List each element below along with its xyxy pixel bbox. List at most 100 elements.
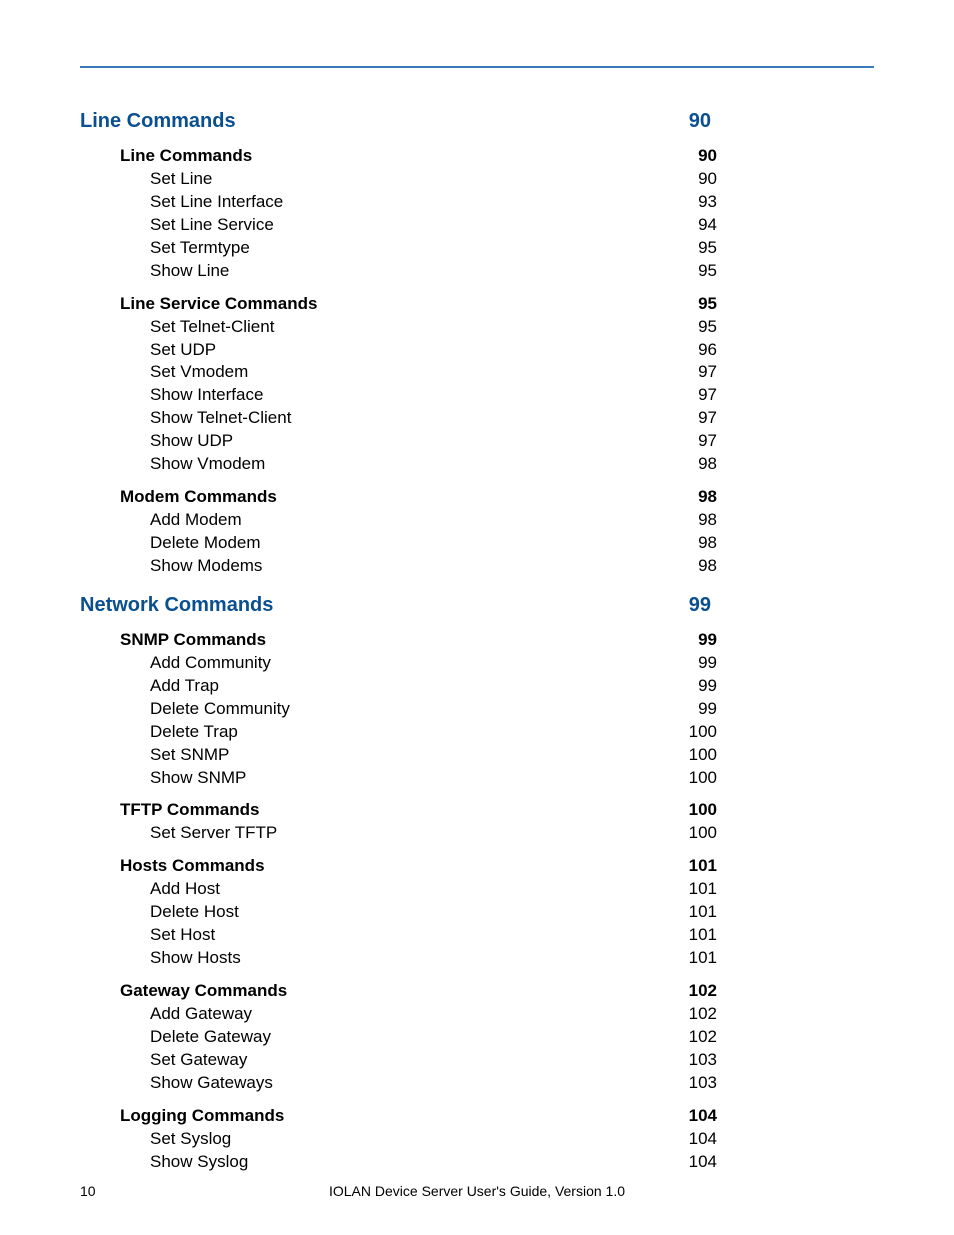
- toc-entry-page: 97: [681, 407, 717, 430]
- toc-entry[interactable]: Show Syslog104: [80, 1151, 874, 1174]
- toc-entry-page: 99: [675, 592, 711, 619]
- toc-entry-page: 102: [681, 1026, 717, 1049]
- toc-entry-label: Delete Gateway: [150, 1026, 271, 1049]
- toc-entry[interactable]: Show Modems98: [80, 555, 874, 578]
- toc-entry[interactable]: Set Vmodem 97: [80, 361, 874, 384]
- toc-entry[interactable]: Delete Community 99: [80, 698, 874, 721]
- toc-entry-label: Set Line Interface: [150, 191, 283, 214]
- toc-entry[interactable]: Line Service Commands 95: [80, 293, 874, 316]
- toc-entry-label: Show Syslog: [150, 1151, 248, 1174]
- toc-entry[interactable]: Gateway Commands102: [80, 980, 874, 1003]
- toc-entry[interactable]: Set Syslog 104: [80, 1128, 874, 1151]
- toc-entry-page: 101: [681, 855, 717, 878]
- toc-entry-page: 95: [681, 293, 717, 316]
- toc-entry[interactable]: Set Gateway 103: [80, 1049, 874, 1072]
- toc-entry[interactable]: Show Vmodem98: [80, 453, 874, 476]
- toc-entry-label: Set Telnet-Client: [150, 316, 274, 339]
- toc-entry[interactable]: Set Line Service94: [80, 214, 874, 237]
- toc-entry-label: Set Server TFTP: [150, 822, 277, 845]
- toc-entry-page: 99: [681, 698, 717, 721]
- toc-entry-page: 94: [681, 214, 717, 237]
- toc-entry[interactable]: Set Host101: [80, 924, 874, 947]
- toc-entry-label: Modem Commands: [120, 486, 277, 509]
- toc-entry[interactable]: TFTP Commands 100: [80, 799, 874, 822]
- toc-entry[interactable]: Set Line Interface 93: [80, 191, 874, 214]
- toc-entry[interactable]: Delete Host 101: [80, 901, 874, 924]
- toc-entry-label: Add Trap: [150, 675, 219, 698]
- toc-entry-page: 103: [681, 1049, 717, 1072]
- toc-entry[interactable]: Show Interface 97: [80, 384, 874, 407]
- toc-entry[interactable]: Show Gateways103: [80, 1072, 874, 1095]
- toc-entry-label: Set Termtype: [150, 237, 250, 260]
- toc-entry-page: 104: [681, 1128, 717, 1151]
- toc-entry[interactable]: Delete Modem98: [80, 532, 874, 555]
- toc-entry-label: Add Host: [150, 878, 220, 901]
- toc-entry[interactable]: Add Gateway102: [80, 1003, 874, 1026]
- toc-entry[interactable]: Add Host101: [80, 878, 874, 901]
- toc-entry-page: 101: [681, 901, 717, 924]
- toc-entry-label: Delete Host: [150, 901, 239, 924]
- toc-entry-page: 98: [681, 453, 717, 476]
- toc-entry[interactable]: SNMP Commands99: [80, 629, 874, 652]
- toc-entry-label: Show Hosts: [150, 947, 241, 970]
- toc-entry-label: Logging Commands: [120, 1105, 284, 1128]
- toc-entry[interactable]: Delete Trap100: [80, 721, 874, 744]
- toc-entry-page: 102: [681, 980, 717, 1003]
- toc-entry-label: Delete Modem: [150, 532, 261, 555]
- toc-entry[interactable]: Set Server TFTP100: [80, 822, 874, 845]
- toc-entry[interactable]: Set UDP96: [80, 339, 874, 362]
- toc-entry-page: 100: [681, 799, 717, 822]
- toc-entry-label: Show Line: [150, 260, 229, 283]
- toc-entry[interactable]: Set Telnet-Client95: [80, 316, 874, 339]
- toc-entry[interactable]: Add Community99: [80, 652, 874, 675]
- toc-entry-label: TFTP Commands: [120, 799, 259, 822]
- toc-entry-label: Add Gateway: [150, 1003, 252, 1026]
- toc-entry[interactable]: Network Commands 99: [80, 592, 874, 619]
- toc-entry-label: Add Community: [150, 652, 271, 675]
- toc-entry[interactable]: Set Line 90: [80, 168, 874, 191]
- toc-entry-page: 104: [681, 1105, 717, 1128]
- toc-entry[interactable]: Show UDP97: [80, 430, 874, 453]
- toc-entry[interactable]: Add Modem 98: [80, 509, 874, 532]
- toc-entry-label: Set SNMP: [150, 744, 229, 767]
- toc-entry-label: Set Syslog: [150, 1128, 231, 1151]
- toc-entry-page: 98: [681, 509, 717, 532]
- toc-entry[interactable]: Show Hosts101: [80, 947, 874, 970]
- toc-entry-label: Add Modem: [150, 509, 242, 532]
- toc-entry-label: Line Service Commands: [120, 293, 317, 316]
- toc-entry-page: 101: [681, 924, 717, 947]
- toc-entry[interactable]: Modem Commands98: [80, 486, 874, 509]
- toc-entry-label: Line Commands: [120, 145, 252, 168]
- toc-entry[interactable]: Show SNMP100: [80, 767, 874, 790]
- toc-entry-label: Show Modems: [150, 555, 262, 578]
- toc-entry[interactable]: Hosts Commands101: [80, 855, 874, 878]
- toc-entry-page: 90: [681, 145, 717, 168]
- toc-entry-page: 103: [681, 1072, 717, 1095]
- toc-entry[interactable]: Show Line95: [80, 260, 874, 283]
- toc-entry[interactable]: Set Termtype95: [80, 237, 874, 260]
- toc-entry-page: 93: [681, 191, 717, 214]
- toc-entry[interactable]: Set SNMP100: [80, 744, 874, 767]
- page-footer: 10 IOLAN Device Server User's Guide, Ver…: [0, 1183, 954, 1199]
- header-rule: [80, 66, 874, 68]
- toc-entry-page: 90: [681, 168, 717, 191]
- footer-page-number: 10: [80, 1183, 96, 1199]
- toc-entry[interactable]: Line Commands 90: [80, 145, 874, 168]
- toc-entry[interactable]: Line Commands90: [80, 108, 874, 135]
- toc-entry[interactable]: Show Telnet-Client97: [80, 407, 874, 430]
- toc-entry-page: 90: [675, 108, 711, 135]
- toc-entry-label: Delete Community: [150, 698, 290, 721]
- toc-entry[interactable]: Add Trap99: [80, 675, 874, 698]
- toc-entry-label: Set Line: [150, 168, 212, 191]
- toc-entry-page: 97: [681, 361, 717, 384]
- toc-entry-page: 100: [681, 721, 717, 744]
- toc-entry[interactable]: Logging Commands 104: [80, 1105, 874, 1128]
- toc-entry-page: 96: [681, 339, 717, 362]
- toc-entry-label: Set Gateway: [150, 1049, 247, 1072]
- toc-entry-label: Show Interface: [150, 384, 263, 407]
- toc-entry-page: 97: [681, 384, 717, 407]
- footer-title: IOLAN Device Server User's Guide, Versio…: [0, 1183, 954, 1199]
- toc-entry-label: Set Vmodem: [150, 361, 248, 384]
- toc-entry-label: Network Commands: [80, 592, 273, 619]
- toc-entry[interactable]: Delete Gateway 102: [80, 1026, 874, 1049]
